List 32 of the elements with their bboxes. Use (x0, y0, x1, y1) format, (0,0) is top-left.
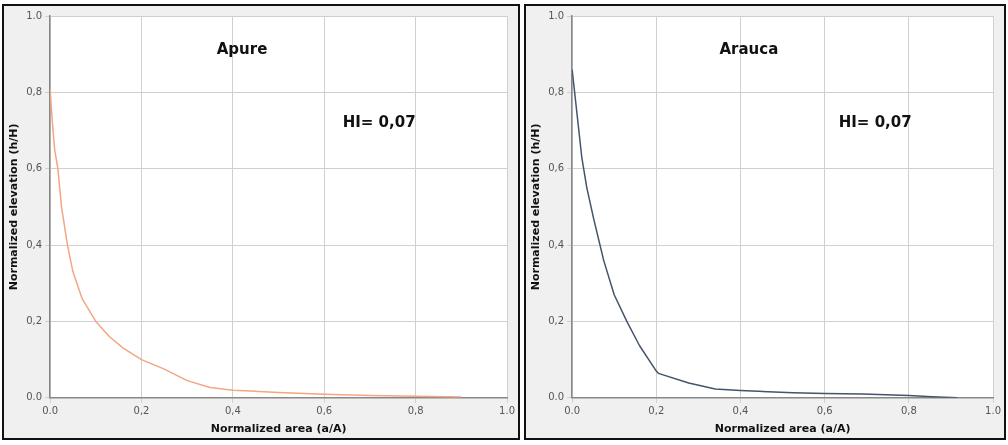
x-tick-label: 0,8 (900, 405, 917, 417)
x-tick-label: 0,2 (648, 405, 665, 417)
text: Arauca (719, 40, 779, 59)
text: Apure (216, 40, 268, 59)
y-tick-label: 0.0 (26, 391, 43, 403)
x-axis-title: Normalized area (a/A) (210, 422, 347, 436)
annotation: HI= 0,07 (838, 112, 912, 131)
x-tick-label: 1.0 (499, 405, 515, 417)
x-tick-label: 0,6 (316, 405, 333, 417)
y-tick-label: 0,6 (26, 162, 43, 174)
y-axis-title: Normalized elevation (h/H) (7, 123, 21, 291)
x-tick-label: 0,4 (732, 405, 749, 417)
y-tick-label: 1.0 (26, 9, 43, 21)
y-tick-label: 0,8 (26, 85, 43, 97)
y-tick-label: 0.0 (548, 391, 565, 403)
x-tick-label: 0,8 (407, 405, 424, 417)
x-tick-label: 0.0 (42, 405, 59, 417)
y-tick-label: 0,2 (26, 315, 43, 327)
x-tick-label: 0,6 (816, 405, 833, 417)
y-tick-label: 0,2 (548, 315, 565, 327)
x-tick-label: 0,4 (224, 405, 241, 417)
y-tick-label: 0,4 (26, 238, 43, 250)
y-tick-label: 0,4 (548, 238, 565, 250)
y-tick-label: 1.0 (548, 9, 565, 21)
x-tick-label: 0.0 (564, 405, 581, 417)
y-tick-label: 0,6 (548, 162, 565, 174)
y-tick-label: 0,8 (548, 85, 565, 97)
x-axis-title: Normalized area (a/A) (714, 422, 851, 436)
x-tick-label: 0,2 (133, 405, 150, 417)
annotation: HI= 0,07 (342, 112, 416, 131)
x-tick-label: 1.0 (985, 405, 1001, 417)
y-axis-title: Normalized elevation (h/H) (529, 123, 543, 291)
